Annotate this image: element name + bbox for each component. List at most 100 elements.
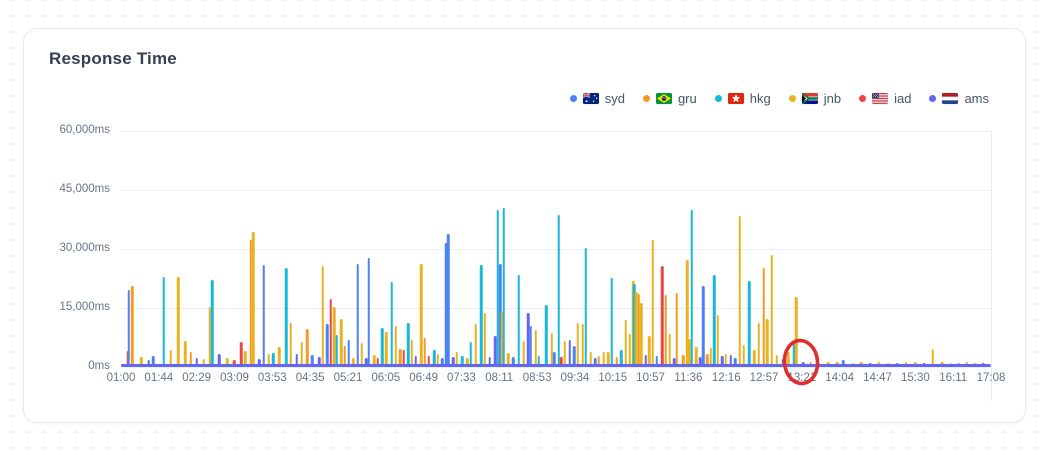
x-axis-tick-label: 06:05 — [371, 372, 401, 384]
spike-jnb — [202, 359, 205, 367]
gridline — [121, 367, 991, 368]
au-flag-icon — [582, 92, 599, 104]
legend-item-hkg[interactable]: hkg — [714, 91, 771, 106]
spike-jnb — [394, 326, 398, 367]
spike-jnb — [686, 259, 689, 367]
spike-iad — [239, 342, 243, 367]
spike-iad — [232, 359, 236, 367]
gridline — [121, 131, 991, 132]
spike-hkg — [633, 284, 636, 367]
spike-jnb — [184, 341, 187, 367]
legend-item-gru[interactable]: gru — [642, 91, 697, 106]
spike-syd — [356, 264, 359, 367]
x-axis: 01:00 01:44 02:29 03:09 03:53 04:35 05:21 06:05… — [107, 372, 1006, 388]
spike-iad — [559, 357, 563, 367]
x-axis-tick-label: 10:57 — [636, 372, 665, 384]
spike-hkg — [557, 214, 560, 367]
x-axis-tick-label: 03:09 — [220, 372, 249, 384]
spike-gru — [637, 293, 640, 367]
spike-syd — [440, 357, 444, 367]
spike-gru — [305, 328, 309, 367]
spike-jnb — [332, 306, 336, 367]
spike-jnb — [724, 354, 727, 367]
spike-hkg — [211, 280, 214, 367]
x-axis-tick-label: 04:35 — [295, 372, 325, 384]
legend-dot-jnb — [788, 94, 796, 102]
spike-jnb — [483, 312, 486, 367]
spike-ams — [452, 357, 455, 367]
spike-syd — [512, 356, 515, 367]
spike-ams — [644, 355, 647, 367]
spike-jnb — [225, 357, 229, 367]
x-axis-tick-label: 16:11 — [939, 372, 968, 384]
x-axis-tick-label: 06:49 — [409, 372, 438, 384]
spike-syd — [733, 357, 737, 367]
spike-gru — [762, 268, 766, 367]
spike-ams — [673, 357, 676, 367]
spike-jnb — [300, 341, 304, 367]
br-flag-icon — [655, 92, 672, 104]
spike-hkg — [502, 208, 506, 367]
spike-hkg — [432, 350, 436, 367]
spike-ams — [720, 356, 724, 367]
spike-jnb — [757, 323, 760, 367]
spike-ams — [526, 312, 530, 367]
chart-legend: syd gru hkg jnb iad ams — [569, 89, 989, 107]
spike-syd — [593, 357, 597, 367]
spike-jnb — [360, 343, 364, 367]
x-axis-tick-label: 11:36 — [674, 372, 703, 384]
x-axis-tick-label: 08:53 — [522, 372, 552, 384]
spike-jnb — [244, 350, 247, 367]
spike-jnb — [474, 324, 478, 367]
spike-jnb — [694, 346, 698, 367]
spike-iad — [376, 358, 379, 367]
legend-item-jnb[interactable]: jnb — [788, 91, 841, 106]
spike-jnb — [251, 232, 255, 367]
spike-jnb — [455, 352, 459, 367]
spike-syd — [127, 289, 131, 367]
spike-jnb — [753, 349, 756, 367]
legend-item-ams[interactable]: ams — [929, 91, 989, 106]
x-axis-tick-label: 14:47 — [863, 372, 892, 384]
x-axis-tick-label: 12:57 — [749, 372, 779, 384]
spike-ams — [729, 354, 733, 367]
spike-jnb — [289, 322, 292, 367]
spike-jnb — [534, 330, 538, 367]
spike-gru — [664, 294, 667, 367]
x-axis-tick-label: 02:29 — [182, 372, 212, 384]
us-flag-icon — [872, 92, 889, 104]
spike-hkg — [406, 322, 410, 367]
spike-syd — [573, 345, 576, 367]
plot-right-border — [991, 131, 992, 401]
y-axis-tick-label: 0ms — [88, 360, 110, 372]
spike-jnb — [709, 348, 713, 367]
x-axis-tick-label: 17:08 — [976, 372, 1006, 384]
spike-jnb — [208, 307, 211, 367]
spike-gru — [131, 286, 134, 367]
spike-syd — [311, 355, 314, 367]
spike-jnb — [651, 239, 654, 367]
legend-item-iad[interactable]: iad — [859, 91, 911, 106]
spike-jnb — [385, 332, 388, 367]
spike-jnb — [550, 332, 553, 367]
spike-syd — [529, 325, 533, 367]
spike-jnb — [576, 323, 579, 367]
legend-item-syd[interactable]: syd — [569, 91, 625, 106]
spike-ams — [295, 353, 298, 367]
spike-hkg — [479, 265, 483, 367]
spike-jnb — [563, 341, 566, 367]
legend-dot-iad — [859, 94, 867, 102]
spike-gru — [675, 293, 679, 367]
x-axis-tick-label: 05:21 — [333, 372, 363, 384]
spike-jnb — [624, 319, 627, 367]
spike-jnb — [742, 344, 746, 367]
spike-gru — [706, 353, 709, 367]
spike-hkg — [747, 280, 751, 367]
plot-area[interactable] — [121, 131, 991, 386]
spike-hkg — [460, 356, 464, 367]
legend-dot-syd — [569, 94, 577, 102]
gridline — [121, 249, 991, 250]
spike-syd — [655, 356, 659, 367]
spike-gru — [597, 356, 600, 367]
legend-label: ams — [964, 90, 989, 106]
